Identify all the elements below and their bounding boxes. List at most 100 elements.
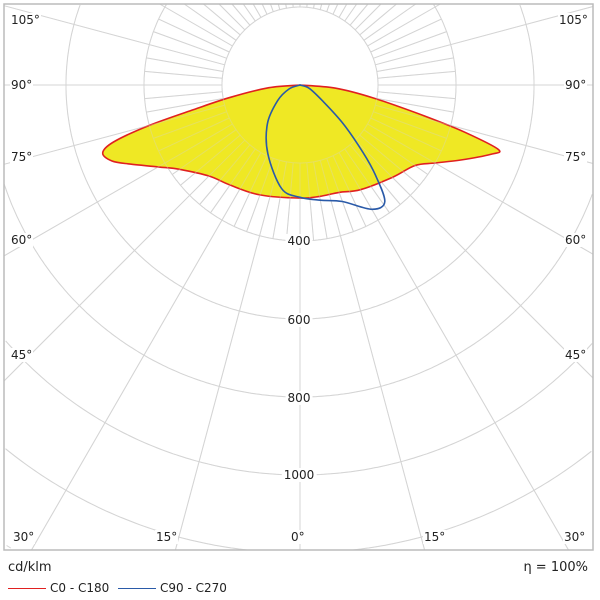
grid-ray <box>338 152 569 551</box>
angle-label-bottom-15-left: 15° <box>155 530 179 544</box>
grid-ray <box>332 3 339 15</box>
grid-ray <box>159 3 233 47</box>
grid-ray <box>376 57 454 72</box>
grid-circle <box>6 545 11 549</box>
radial-tick-600: 600 <box>285 313 313 327</box>
angle-label-left-105: 105° <box>10 13 41 27</box>
grid-ray <box>144 91 223 100</box>
grid-ray <box>144 70 223 79</box>
angle-label-right-45: 45° <box>564 348 588 362</box>
grid-circle <box>3 183 593 398</box>
grid-circle <box>5 448 592 551</box>
grid-circle <box>5 340 593 476</box>
grid-circle <box>221 6 379 164</box>
curve-c0-c180 <box>101 84 501 199</box>
grid-ray <box>363 3 416 41</box>
grid-ray <box>174 160 281 551</box>
grid-ray <box>146 98 224 113</box>
grid-ray <box>159 3 233 47</box>
grid-ray <box>144 91 223 100</box>
grid-circle <box>5 448 592 551</box>
grid-circle <box>6 545 11 549</box>
angle-label-right-75: 75° <box>564 150 588 164</box>
grid-ray <box>3 104 225 165</box>
legend-label-c90-c270: C90 - C270 <box>160 581 227 595</box>
grid-ray <box>158 18 230 53</box>
grid-circle <box>143 4 457 242</box>
grid-ray <box>359 134 420 186</box>
grid-ray <box>349 3 369 26</box>
angle-label-left-90: 90° <box>10 78 34 92</box>
grid-ray <box>153 31 227 59</box>
grid-ray <box>359 3 397 36</box>
grid-ray <box>242 3 256 22</box>
angle-label-left-75: 75° <box>10 150 34 164</box>
legend-swatch-c0-c180 <box>8 588 46 589</box>
grid-ray <box>377 91 456 100</box>
grid-ray <box>146 57 224 72</box>
grid-ray <box>270 3 274 12</box>
grid-ray <box>153 111 227 139</box>
grid-ray <box>349 3 369 26</box>
grid-ray <box>210 148 256 214</box>
angle-label-bottom-15-right: 15° <box>423 530 447 544</box>
angle-label-left-60: 60° <box>10 233 34 247</box>
grid-ray <box>373 31 447 59</box>
grid-ray <box>344 148 390 214</box>
grid-ray <box>363 129 429 175</box>
grid-ray <box>3 139 246 382</box>
grid-ray <box>233 155 268 227</box>
angle-label-right-90: 90° <box>564 78 588 92</box>
grid-ray <box>373 111 447 139</box>
grid-ray <box>344 3 358 22</box>
angle-label-bottom-0: 0° <box>290 530 306 544</box>
grid-ray <box>367 123 594 255</box>
grid-ray <box>376 57 454 72</box>
unit-label: cd/klm <box>8 560 52 575</box>
legend-swatch-c90-c270 <box>118 588 156 589</box>
radial-tick-1000: 1000 <box>281 468 317 482</box>
grid-ray <box>144 70 223 79</box>
grid-ray <box>375 6 594 66</box>
grid-ray <box>354 3 382 31</box>
chart-frame <box>3 3 594 551</box>
grid-ray <box>319 3 323 10</box>
grid-ray <box>180 134 241 186</box>
grid-ray <box>171 129 237 175</box>
grid-ray <box>31 152 262 551</box>
angle-label-bottom-30-right: 30° <box>563 530 587 544</box>
radial-tick-800: 800 <box>285 391 313 405</box>
grid-ray <box>376 98 454 113</box>
grid-ray <box>277 3 281 10</box>
grid-ray <box>218 3 246 31</box>
grid-ray <box>332 155 367 227</box>
grid-ray <box>146 57 224 72</box>
grid-ray <box>377 70 456 79</box>
grid-ray <box>285 162 294 241</box>
grid-ray <box>246 158 274 232</box>
grid-ray <box>3 123 233 257</box>
grid-circle <box>5 340 593 476</box>
grid-ray <box>354 3 382 31</box>
grid-ray <box>158 18 230 53</box>
grid-ray <box>174 160 281 551</box>
grid-circle <box>3 183 593 398</box>
grid-ray <box>354 139 594 379</box>
grid-ray <box>242 3 256 22</box>
grid-ray <box>252 3 262 18</box>
grid-ray <box>338 3 348 18</box>
angle-label-left-45: 45° <box>10 348 34 362</box>
grid-ray <box>270 3 274 12</box>
grid-ray <box>252 3 262 18</box>
legend-label-c0-c180: C0 - C180 <box>50 581 110 595</box>
grid-ray <box>153 31 227 59</box>
grid-ray <box>272 161 287 239</box>
grid-ray <box>203 3 241 36</box>
grid-circle <box>65 4 535 320</box>
grid-ray <box>261 3 268 15</box>
grid-ray <box>367 3 441 47</box>
grid-ray <box>319 160 426 551</box>
angle-label-right-105: 105° <box>558 13 589 27</box>
curves <box>3 3 594 551</box>
